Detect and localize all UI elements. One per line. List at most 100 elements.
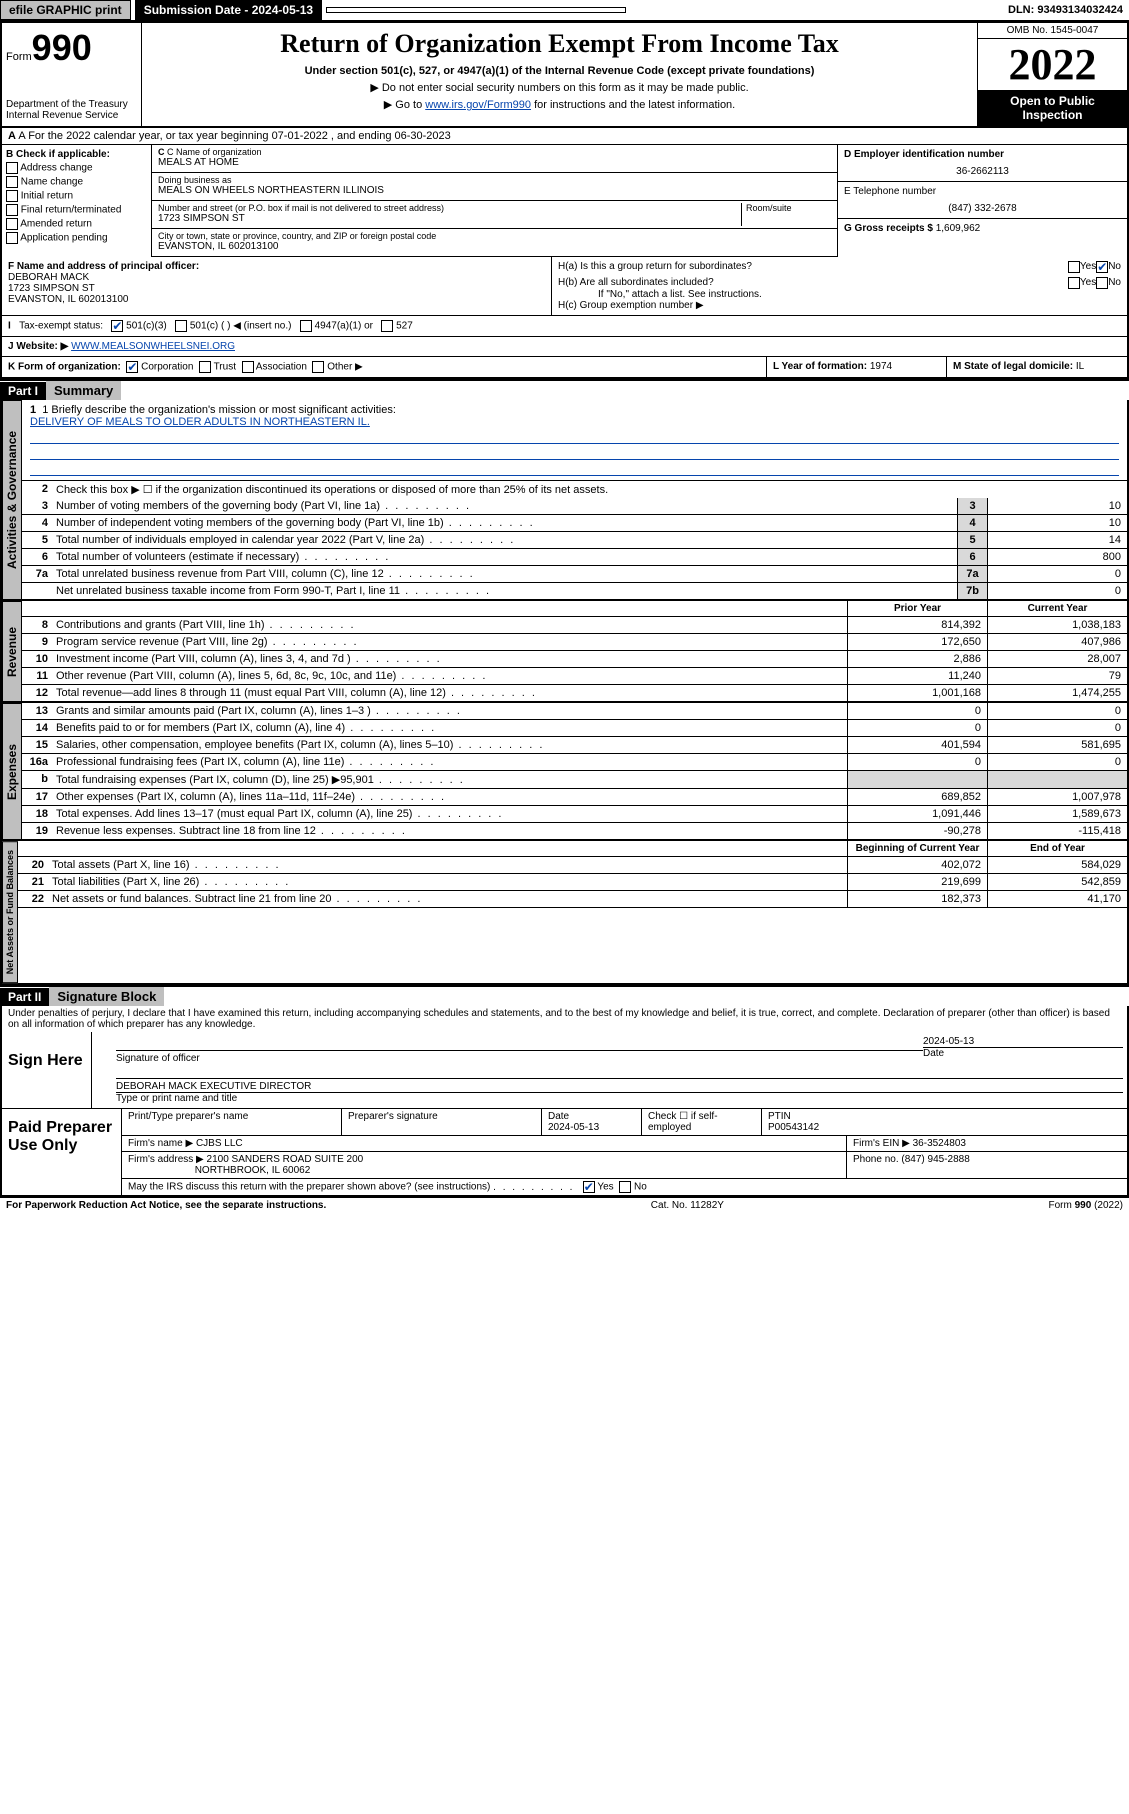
line-11: 11 Other revenue (Part VIII, column (A),… [22, 668, 1127, 685]
line-10: 10 Investment income (Part VIII, column … [22, 651, 1127, 668]
part-ii-label: Part II [0, 988, 49, 1006]
col-f: F Name and address of principal officer:… [2, 257, 552, 315]
preparer-row: Paid Preparer Use Only Print/Type prepar… [2, 1109, 1127, 1195]
col-b: B Check if applicable: Address change Na… [2, 145, 152, 257]
form-title: Return of Organization Exempt From Incom… [148, 29, 971, 59]
firm-city: NORTHBROOK, IL 60062 [195, 1165, 311, 1176]
year-formation: 1974 [870, 361, 892, 372]
opt-initial: Initial return [6, 190, 147, 202]
firm-name: CJBS LLC [196, 1138, 243, 1149]
cat-no: Cat. No. 11282Y [651, 1200, 724, 1211]
prep-name-label: Print/Type preparer's name [122, 1109, 342, 1135]
header-mid: Return of Organization Exempt From Incom… [142, 23, 977, 126]
hdr-prior-year: Prior Year [847, 601, 987, 616]
irs-link[interactable]: www.irs.gov/Form990 [425, 99, 531, 111]
sign-here-label: Sign Here [2, 1032, 92, 1108]
form-note2: ▶ Go to www.irs.gov/Form990 for instruct… [148, 98, 971, 111]
line-6: 6 Total number of volunteers (estimate i… [22, 549, 1127, 566]
irs-label: Internal Revenue Service [6, 110, 137, 121]
officer-name: DEBORAH MACK [8, 272, 89, 283]
discuss-label: May the IRS discuss this return with the… [128, 1182, 490, 1193]
opt-address-change: Address change [6, 162, 147, 174]
opt-pending: Application pending [6, 232, 147, 244]
sign-here-body: Signature of officer 2024-05-13 Date DEB… [92, 1032, 1127, 1108]
hdr-beginning: Beginning of Current Year [847, 841, 987, 856]
website-link[interactable]: WWW.MEALSONWHEELSNEI.ORG [71, 341, 235, 352]
topbar: efile GRAPHIC print Submission Date - 20… [0, 0, 1129, 21]
mission-block: 1 1 Briefly describe the organization's … [22, 400, 1127, 481]
efile-button[interactable]: efile GRAPHIC print [0, 0, 131, 20]
officer-addr: 1723 SIMPSON ST [8, 283, 95, 294]
org-name: MEALS AT HOME [158, 157, 831, 168]
line-15: 15 Salaries, other compensation, employe… [22, 737, 1127, 754]
gross-receipts: 1,609,962 [936, 223, 981, 234]
omb-label: OMB No. 1545-0047 [978, 23, 1127, 39]
hdr-current-year: Current Year [987, 601, 1127, 616]
sec-expenses: Expenses 13 Grants and similar amounts p… [0, 703, 1129, 841]
officer-city: EVANSTON, IL 602013100 [8, 294, 128, 305]
row-k: K Form of organization: Corporation Trus… [0, 357, 1129, 379]
line-16a: 16a Professional fundraising fees (Part … [22, 754, 1127, 771]
part-ii-title: Signature Block [49, 987, 164, 1006]
submission-date-button[interactable]: Submission Date - 2024-05-13 [135, 0, 322, 20]
rev-col-headers: Prior Year Current Year [22, 601, 1127, 617]
cell-ein: D Employer identification number 36-2662… [838, 145, 1127, 182]
row-a-text: A For the 2022 calendar year, or tax yea… [18, 130, 450, 142]
cell-dba: Doing business as MEALS ON WHEELS NORTHE… [152, 173, 837, 201]
tax-year: 2022 [978, 39, 1127, 90]
form-ref: Form 990 (2022) [1049, 1200, 1123, 1211]
line-20: 20 Total assets (Part X, line 16) 402,07… [18, 857, 1127, 874]
dept-label: Department of the Treasury [6, 99, 137, 110]
col-de: D Employer identification number 36-2662… [837, 145, 1127, 257]
sec-netassets: Net Assets or Fund Balances Beginning of… [0, 841, 1129, 985]
part-ii-bar: Part II Signature Block [0, 985, 1129, 1006]
row-j: J Website: ▶ WWW.MEALSONWHEELSNEI.ORG [0, 337, 1129, 357]
header-left: Form990 Department of the Treasury Inter… [2, 23, 142, 126]
preparer-label: Paid Preparer Use Only [2, 1109, 122, 1195]
hdr-end: End of Year [987, 841, 1127, 856]
opt-final: Final return/terminated [6, 204, 147, 216]
part-i-bar: Part I Summary [0, 379, 1129, 400]
inspection-label: Open to Public Inspection [978, 90, 1127, 126]
cell-addr: Number and street (or P.O. box if mail i… [152, 201, 837, 229]
form-header: Form990 Department of the Treasury Inter… [0, 21, 1129, 128]
vtab-revenue: Revenue [2, 601, 22, 702]
col-c: C C Name of organization MEALS AT HOME D… [152, 145, 837, 257]
line-18: 18 Total expenses. Add lines 13–17 (must… [22, 806, 1127, 823]
firm-ein: 36-3524803 [913, 1138, 966, 1149]
line-5: 5 Total number of individuals employed i… [22, 532, 1127, 549]
sig-date-label: Date [923, 1047, 1123, 1059]
sig-officer-label: Signature of officer [116, 1053, 923, 1064]
sec-governance: Activities & Governance 1 1 Briefly desc… [0, 400, 1129, 601]
form-label: Form [6, 51, 32, 63]
sig-date: 2024-05-13 [923, 1036, 1123, 1047]
prep-sig-label: Preparer's signature [342, 1109, 542, 1135]
line-b: b Total fundraising expenses (Part IX, c… [22, 771, 1127, 789]
line-9: 9 Program service revenue (Part VIII, li… [22, 634, 1127, 651]
line-22: 22 Net assets or fund balances. Subtract… [18, 891, 1127, 908]
room-label: Room/suite [746, 203, 831, 213]
form-number: 990 [32, 27, 92, 68]
vtab-governance: Activities & Governance [2, 400, 22, 600]
ptin: P00543142 [768, 1122, 819, 1133]
part-i-title: Summary [46, 381, 121, 400]
line-19: 19 Revenue less expenses. Subtract line … [22, 823, 1127, 840]
line-13: 13 Grants and similar amounts paid (Part… [22, 703, 1127, 720]
col-b-head: B Check if applicable: [6, 149, 110, 160]
sec-revenue: Revenue Prior Year Current Year 8 Contri… [0, 601, 1129, 703]
officer-name-label: Type or print name and title [116, 1092, 1123, 1104]
opt-amended: Amended return [6, 218, 147, 230]
section-bc: B Check if applicable: Address change Na… [0, 145, 1129, 257]
col-h: H(a) Is this a group return for subordin… [552, 257, 1127, 315]
org-addr: 1723 SIMPSON ST [158, 213, 741, 224]
opt-name-change: Name change [6, 176, 147, 188]
row-ij: I Tax-exempt status: 501(c)(3) 501(c) ( … [0, 316, 1129, 337]
ha-label: H(a) Is this a group return for subordin… [558, 261, 1068, 273]
vtab-netassets: Net Assets or Fund Balances [2, 841, 18, 983]
footer: For Paperwork Reduction Act Notice, see … [0, 1197, 1129, 1213]
na-col-headers: Beginning of Current Year End of Year [18, 841, 1127, 857]
org-dba: MEALS ON WHEELS NORTHEASTERN ILLINOIS [158, 185, 831, 196]
line-4: 4 Number of independent voting members o… [22, 515, 1127, 532]
cell-phone: E Telephone number (847) 332-2678 [838, 182, 1127, 219]
pra-notice: For Paperwork Reduction Act Notice, see … [6, 1200, 326, 1211]
